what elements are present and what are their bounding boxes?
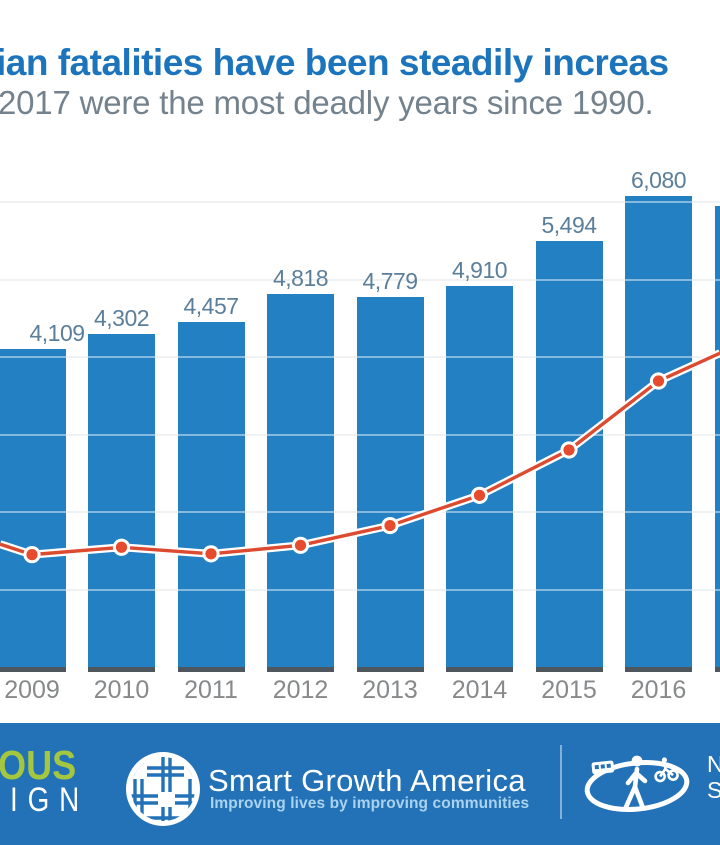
gridline — [0, 201, 720, 203]
bar-line-chart: 4,109 2009 4,302 2010 4,457 2011 4,818 2012 4,77… — [0, 166, 720, 704]
footer-logos-canvas — [126, 752, 690, 826]
x-axis-label: 2014 — [451, 676, 508, 704]
bar-value-label: 4,818 — [272, 264, 329, 291]
chart-subtitle: 2017 were the most deadly years since 19… — [0, 84, 654, 121]
gridline-overlay — [0, 433, 720, 436]
bar-value-label: 4,910 — [451, 257, 508, 284]
bar — [356, 296, 424, 667]
axis-segment — [177, 667, 245, 672]
x-axis-label: 2009 — [4, 676, 60, 704]
complete-streets-text-line1: N — [707, 751, 720, 777]
x-axis-label: 2016 — [630, 676, 687, 704]
axis-segment — [0, 667, 66, 672]
smart-growth-america-tagline: Improving lives by improving communities — [210, 795, 530, 812]
axis-segment — [356, 667, 424, 672]
bar — [267, 293, 334, 667]
x-axis-label: 2015 — [541, 676, 597, 704]
bar-value-label: 6,080 — [630, 166, 687, 193]
axis-segment — [267, 667, 334, 672]
bar — [625, 195, 692, 667]
bar — [535, 241, 603, 667]
bar-value-label: 5,494 — [541, 212, 597, 239]
gridline-overlay — [0, 201, 720, 203]
gridline-overlay — [0, 511, 720, 513]
bar-value-label: 4,779 — [362, 267, 418, 294]
bar — [0, 348, 66, 667]
bar — [88, 333, 155, 667]
complete-streets-icon — [584, 755, 690, 812]
complete-streets-text-line2: S — [707, 777, 720, 803]
x-axis-label: 2010 — [93, 676, 150, 704]
bar-value-label: 4,109 — [29, 319, 85, 346]
gridline-overlay — [0, 278, 720, 281]
x-axis-label: 2012 — [272, 676, 329, 704]
bar — [177, 321, 245, 667]
dangerous-by-design-logo-line1: OUS — [0, 742, 77, 788]
dangerous-by-design-logo-line2: IGN — [10, 781, 90, 819]
gridline-overlay — [0, 356, 720, 358]
axis-segment — [88, 667, 155, 672]
axis-segment — [446, 667, 513, 672]
smart-growth-america-name: Smart Growth America — [208, 763, 526, 798]
x-axis-label: 2013 — [362, 676, 418, 704]
x-axis-label: 2011 — [184, 676, 238, 704]
bar-value-label: 4,302 — [93, 304, 150, 331]
footer-divider — [560, 745, 562, 819]
bar — [714, 205, 720, 667]
axis-segment — [535, 667, 603, 672]
bar-value-label: 4,457 — [183, 292, 239, 319]
axis-segment — [625, 667, 692, 672]
gridline — [0, 278, 720, 281]
bar — [446, 286, 513, 667]
chart-title: ian fatalities have been steadily increa… — [0, 42, 669, 83]
gridline-overlay — [0, 588, 720, 591]
axis-segment — [714, 667, 720, 672]
footer-bar: OUS IGN — [0, 723, 720, 845]
smart-growth-america-icon — [126, 752, 200, 826]
